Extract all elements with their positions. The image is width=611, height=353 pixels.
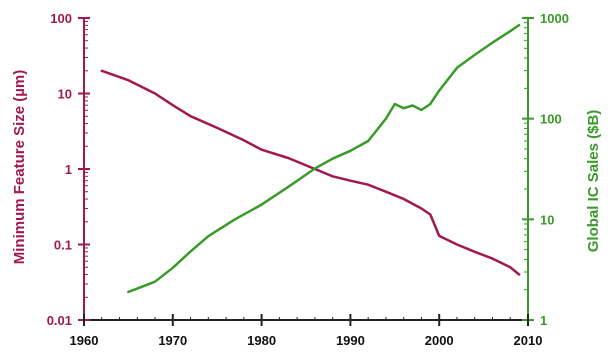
ic-sales-series-line bbox=[127, 23, 521, 294]
x-tick-label: 1960 bbox=[70, 333, 99, 348]
right-tick-label: 100 bbox=[540, 112, 562, 127]
left-tick-label: 1 bbox=[65, 162, 72, 177]
labels-layer: 0.01 0.1 1 10 100 1 10 100 1000 1960 1970 1980 1990 2… bbox=[11, 11, 602, 348]
left-axis-title: Minimum Feature Size (µm) bbox=[11, 70, 28, 265]
x-tick-label: 2010 bbox=[514, 333, 543, 348]
series-layer bbox=[100, 23, 521, 294]
right-axis-title: Global IC Sales ($B) bbox=[585, 110, 602, 253]
left-tick-label: 0.01 bbox=[47, 313, 72, 328]
right-tick-label: 1 bbox=[540, 313, 547, 328]
x-tick-label: 1970 bbox=[158, 333, 187, 348]
right-tick-label: 10 bbox=[540, 212, 554, 227]
left-tick-label: 100 bbox=[50, 11, 72, 26]
left-tick-label: 10 bbox=[58, 87, 72, 102]
x-tick-label: 1990 bbox=[336, 333, 365, 348]
x-tick-label: 2000 bbox=[425, 333, 454, 348]
left-tick-label: 0.1 bbox=[54, 238, 72, 253]
axes-layer bbox=[78, 17, 534, 326]
feature-size-series-line bbox=[100, 69, 521, 276]
right-tick-label: 1000 bbox=[540, 11, 569, 26]
x-tick-label: 1980 bbox=[247, 333, 276, 348]
